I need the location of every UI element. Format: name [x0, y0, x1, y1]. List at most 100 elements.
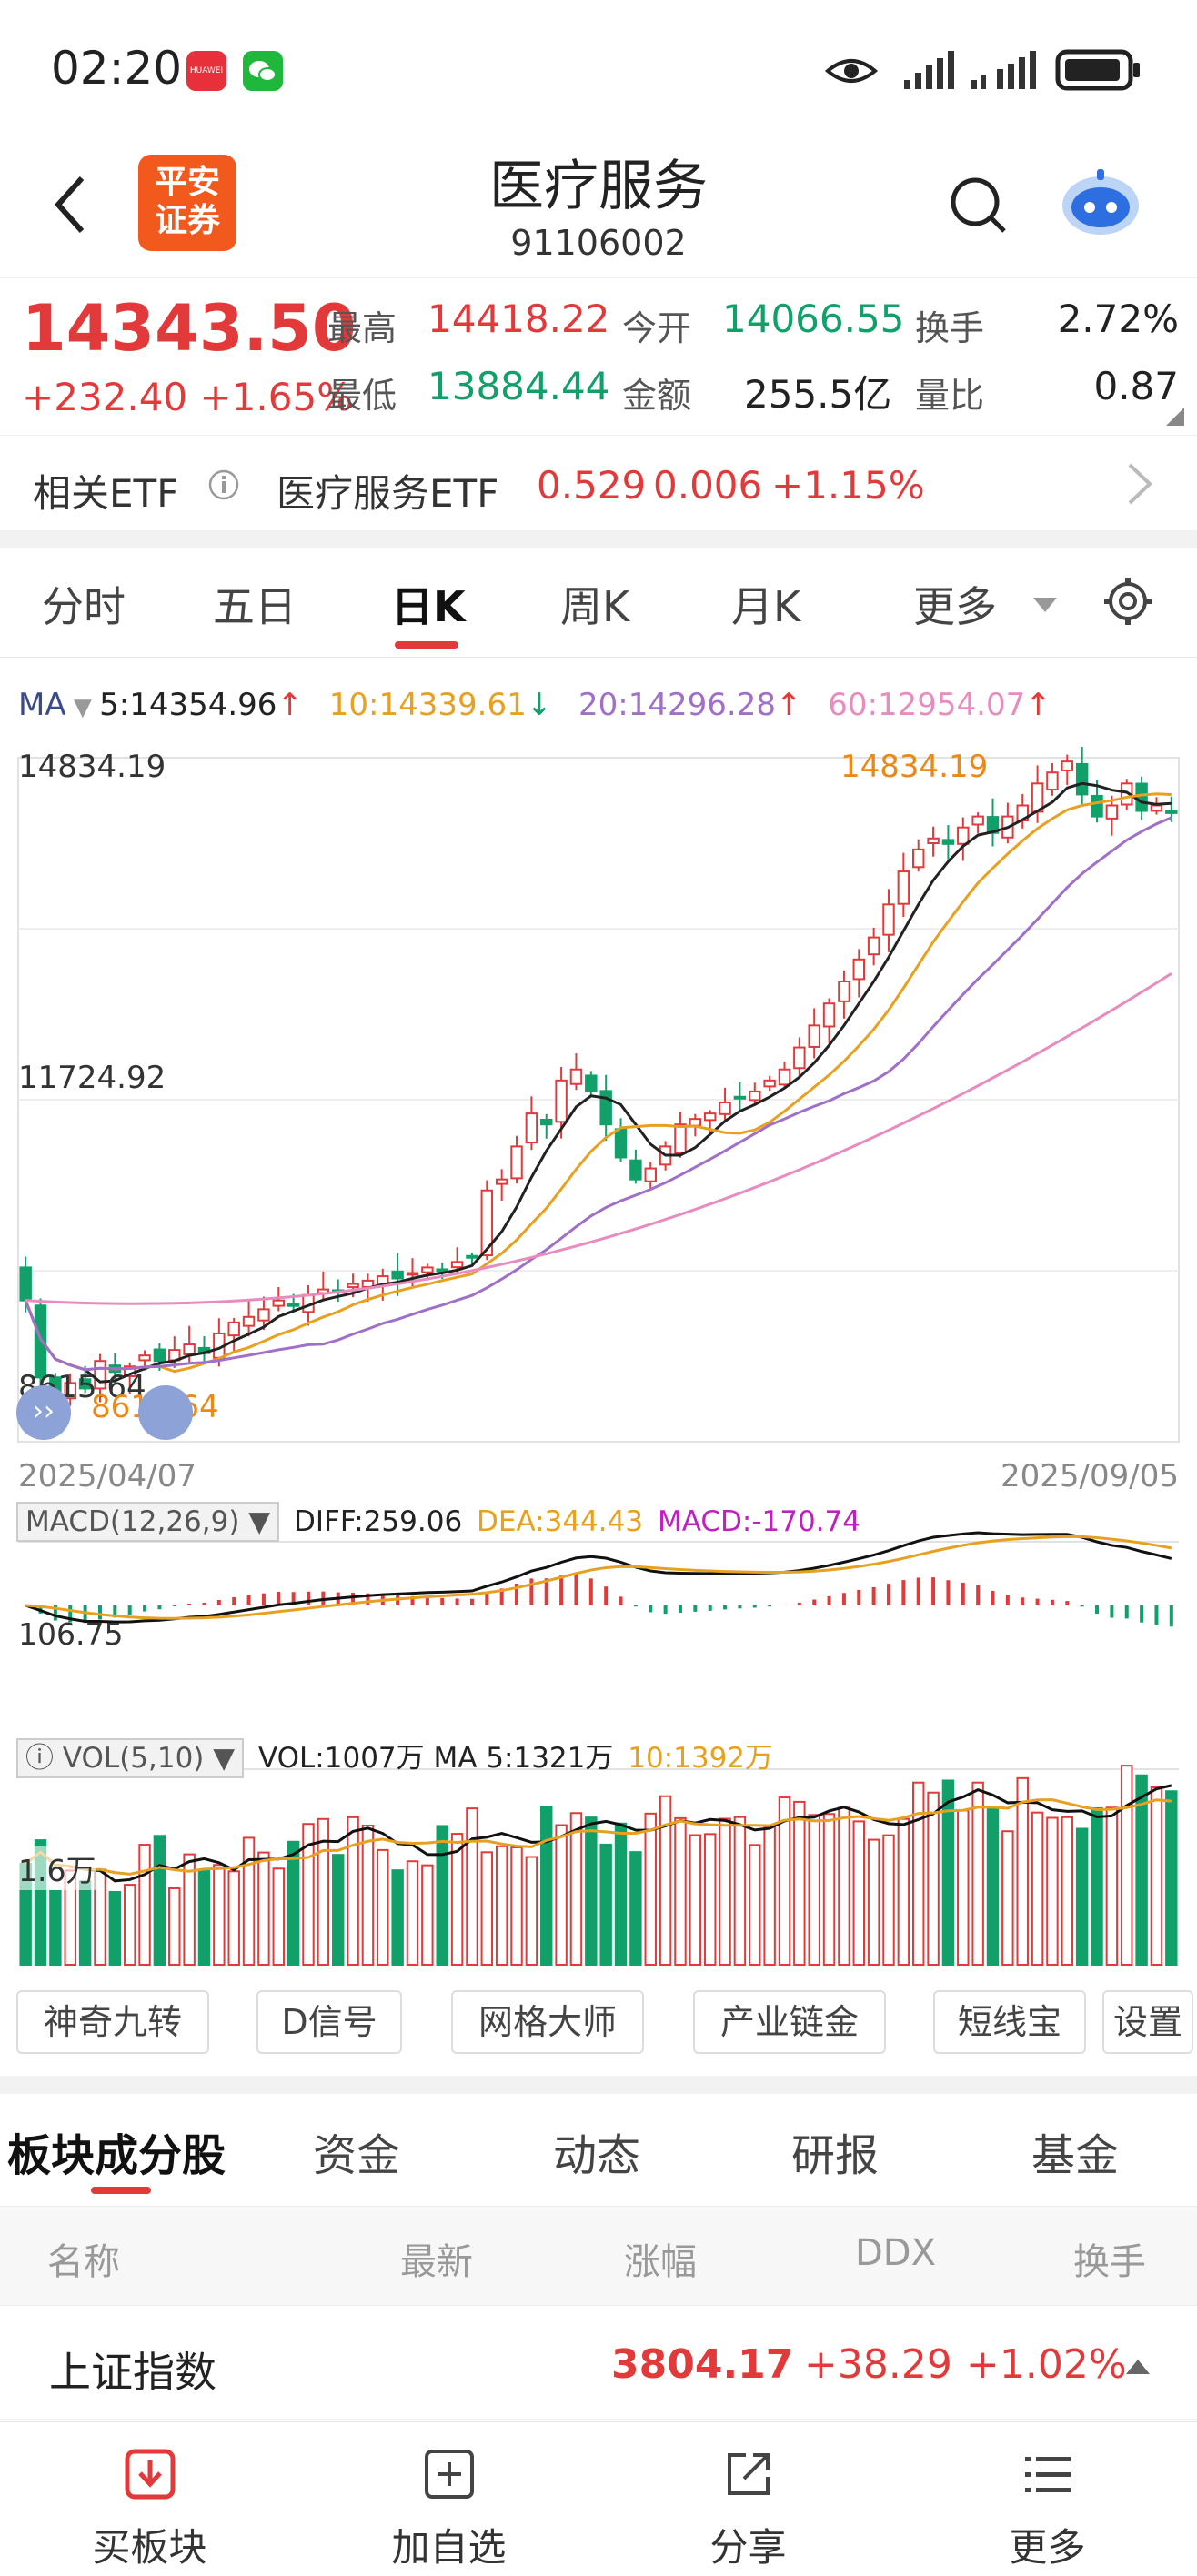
macd-panel	[18, 1531, 1179, 1627]
stat-volume-ratio: 0.87	[1093, 364, 1179, 408]
nav-buy-sector[interactable]: 买板块	[0, 2422, 299, 2576]
kline-chart[interactable]: MA ▼ 5:14354.96↑ 10:14339.61↓ 20:14296.2…	[0, 659, 1197, 1969]
page-title: 医疗服务	[489, 155, 708, 218]
candle	[78, 1378, 92, 1390]
table-row[interactable]: 上证指数 3804.17 +38.29 +1.02%	[0, 2310, 1197, 2420]
assistant-robot-icon[interactable]	[1055, 162, 1146, 244]
candle	[838, 980, 850, 1002]
feature-button-short-term[interactable]: 短线宝	[933, 1990, 1086, 2054]
ma60-line	[25, 972, 1172, 1305]
scroll-left-icon[interactable]: ››	[16, 1385, 71, 1440]
volume-bar	[123, 1884, 136, 1967]
index-name: 上证指数	[49, 2348, 216, 2397]
feature-button-grid-master[interactable]: 网格大师	[451, 1990, 644, 2054]
candle	[644, 1167, 657, 1182]
candle	[1165, 810, 1178, 814]
max-annotation: 14834.19	[840, 749, 989, 785]
kline-tabs: 分时 五日 日K 周K 月K 更多	[0, 548, 1197, 658]
info-icon[interactable]	[207, 468, 240, 501]
candle	[391, 1270, 404, 1280]
candle	[629, 1159, 642, 1181]
diff-line	[25, 1531, 1172, 1624]
feature-button-settings[interactable]: 设置	[1102, 1990, 1193, 2054]
volume-bar	[391, 1869, 404, 1967]
search-icon[interactable]	[946, 173, 1011, 238]
volume-bar	[674, 1816, 687, 1966]
col-ddx[interactable]: DDX	[855, 2232, 937, 2274]
volume-panel	[18, 1765, 1179, 1967]
tab-research[interactable]: 研报	[791, 2130, 880, 2181]
macd-diff: DIFF:259.06	[294, 1505, 463, 1538]
tab-fund[interactable]: 基金	[1031, 2130, 1120, 2181]
candle	[1075, 762, 1089, 796]
tab-constituents[interactable]: 板块成分股	[7, 2130, 226, 2181]
volume-bar	[1001, 1830, 1014, 1967]
table-header: 名称 最新 涨幅 DDX 换手	[0, 2206, 1197, 2306]
volume-bar	[1061, 1816, 1074, 1966]
stat-turnover: 2.72%	[1057, 297, 1179, 341]
vol-selector[interactable]: ⓘ VOL(5,10) ▼	[16, 1738, 245, 1778]
quote-panel: 14343.50 +232.40 +1.65% 最高 14418.22 今开 1…	[0, 277, 1197, 432]
back-icon[interactable]	[49, 173, 89, 236]
candle	[64, 1382, 76, 1400]
crosshair-icon[interactable]	[138, 1385, 193, 1440]
related-etf-row[interactable]: 相关ETF 医疗服务ETF 0.529 0.006 +1.15%	[0, 435, 1197, 530]
section-tabs: 板块成分股 资金 动态 研报 基金	[0, 2092, 1197, 2201]
feature-button-nine-turn[interactable]: 神奇九转	[16, 1990, 209, 2054]
candle	[867, 936, 880, 956]
chevron-right-icon[interactable]	[1124, 461, 1155, 507]
vol-value: VOL:1007万	[257, 1742, 425, 1775]
volume-bar	[436, 1825, 448, 1966]
col-name[interactable]: 名称	[47, 2241, 120, 2283]
candle	[808, 1024, 820, 1048]
volume-bar	[317, 1817, 330, 1967]
macd-value: MACD:-170.74	[657, 1505, 860, 1538]
macd-selector[interactable]: MACD(12,26,9) ▼	[16, 1502, 280, 1542]
macd-dea: DEA:344.43	[477, 1505, 644, 1538]
volume-bar	[49, 1889, 62, 1966]
volume-bar	[108, 1890, 122, 1967]
caret-up-icon[interactable]	[1124, 2358, 1152, 2376]
candle	[94, 1360, 106, 1390]
expand-corner-icon[interactable]	[1164, 406, 1186, 428]
tab-more[interactable]: 更多	[913, 582, 997, 631]
candle	[674, 1123, 687, 1154]
volume-bar	[510, 1846, 523, 1966]
stat-label: 最高	[327, 308, 397, 348]
volume-bar	[361, 1825, 375, 1967]
volume-bar	[242, 1836, 256, 1967]
caret-down-icon[interactable]	[1031, 596, 1059, 614]
caret-down-icon[interactable]: ▼	[65, 694, 100, 721]
clock: 02:20	[51, 42, 183, 95]
tab-five-day[interactable]: 五日	[213, 582, 297, 631]
nav-more[interactable]: 更多	[898, 2422, 1197, 2576]
tab-intraday[interactable]: 分时	[42, 582, 126, 631]
ma-label[interactable]: MA	[18, 687, 66, 723]
col-turnover[interactable]: 换手	[1073, 2241, 1146, 2283]
col-latest[interactable]: 最新	[400, 2241, 473, 2283]
stat-low: 13884.44	[428, 364, 610, 408]
share-icon	[728, 2453, 770, 2495]
volume-bar	[867, 1838, 880, 1966]
tab-monthly-k[interactable]: 月K	[731, 582, 801, 631]
feature-button-d-signal[interactable]: D信号	[256, 1990, 402, 2054]
volume-bar	[569, 1812, 583, 1967]
tab-news[interactable]: 动态	[553, 2130, 641, 2181]
tab-funds-flow[interactable]: 资金	[313, 2130, 401, 2181]
bottom-navigation: 买板块 加自选 分享 更多	[0, 2421, 1197, 2576]
volume-bar	[927, 1791, 940, 1967]
gear-icon[interactable]	[1102, 576, 1153, 627]
feature-button-industry-chain[interactable]: 产业链金	[693, 1990, 886, 2054]
tab-weekly-k[interactable]: 周K	[560, 582, 630, 631]
nav-add-watchlist[interactable]: 加自选	[299, 2422, 598, 2576]
volume-bar	[1046, 1816, 1059, 1966]
candle	[510, 1145, 523, 1180]
signal-icon	[904, 51, 954, 89]
col-change[interactable]: 涨幅	[624, 2241, 697, 2283]
stat-label: 今开	[622, 308, 692, 348]
status-bar: 02:20 HUAWEI	[0, 0, 1197, 136]
candlestick-plot[interactable]	[0, 741, 1197, 1969]
volume-bar	[183, 1853, 196, 1967]
nav-share[interactable]: 分享	[598, 2422, 898, 2576]
tab-daily-k[interactable]: 日K	[391, 582, 466, 631]
